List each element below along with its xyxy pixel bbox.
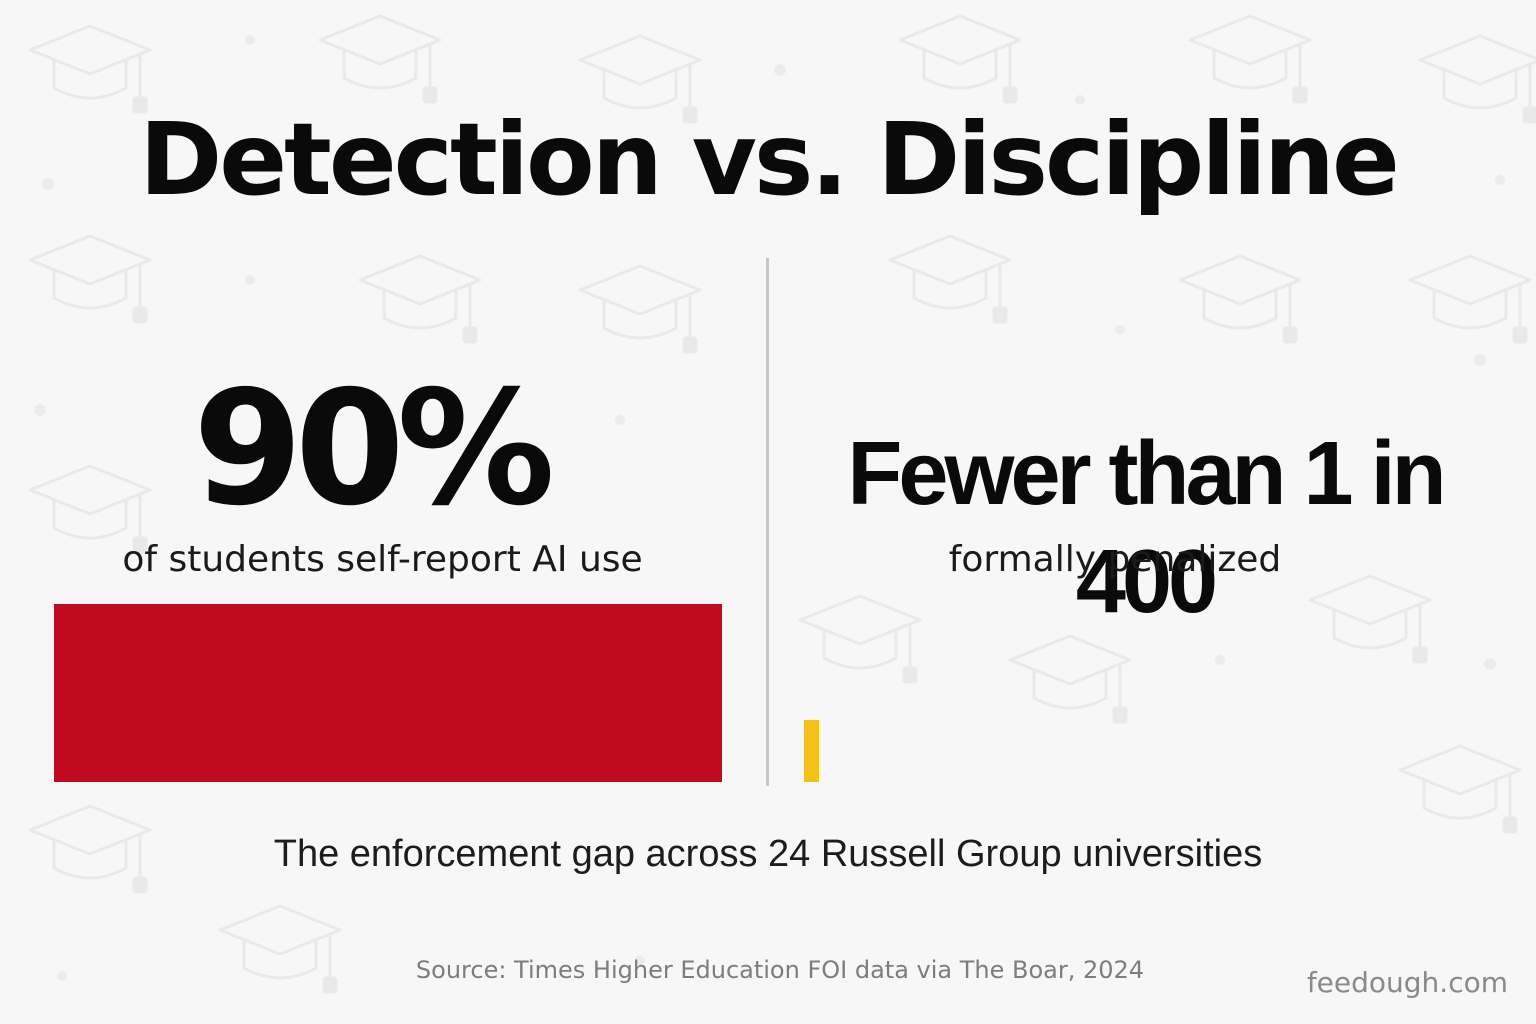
penalized-bar (804, 720, 819, 782)
source-note: Source: Times Higher Education FOI data … (415, 956, 1145, 984)
self-report-bar (54, 604, 722, 782)
brand-watermark: feedough.com (1306, 966, 1508, 999)
chart-caption: The enforcement gap across 24 Russell Gr… (273, 833, 1263, 875)
right-stat-label: formally penalized (948, 539, 1282, 580)
right-stat-value: Fewer than 1 in 400 (847, 424, 1446, 632)
chart-title: Detection vs. Discipline (139, 101, 1400, 218)
left-stat-label: of students self-report AI use (122, 539, 643, 580)
left-stat-value: 90% (192, 357, 555, 541)
vertical-divider (766, 258, 769, 786)
